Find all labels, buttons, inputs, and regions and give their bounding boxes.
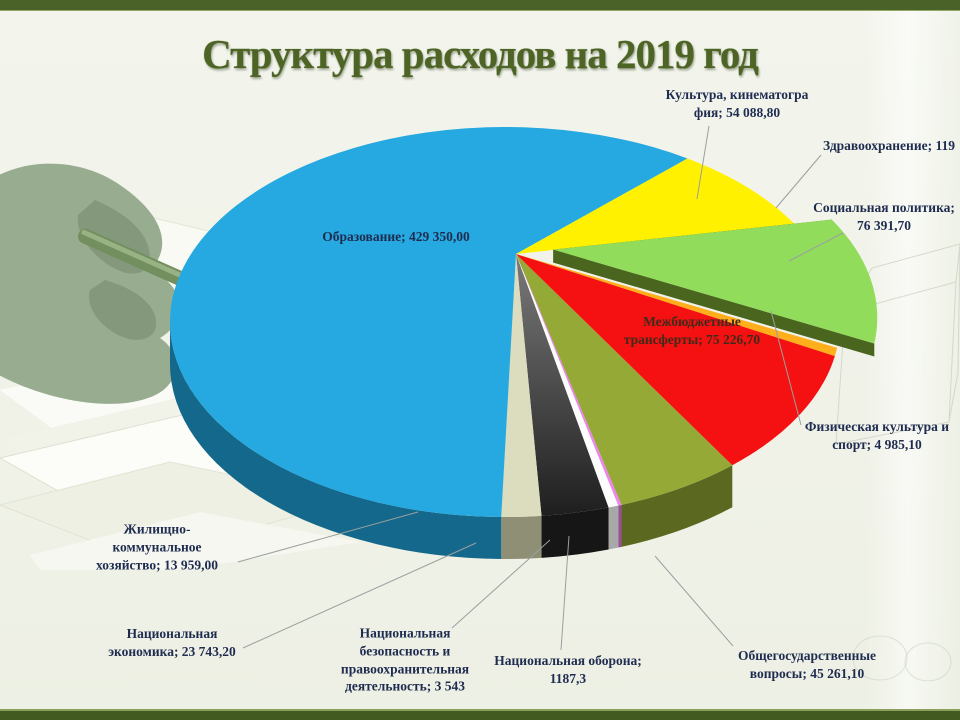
leader-line [770,310,802,426]
slice-label: Национальная оборона; 1187,3 [494,653,642,686]
watermark-circle [904,642,952,682]
leader-line [788,232,844,262]
pie-slice [516,158,795,254]
leader-line [654,555,734,647]
leader-line [237,511,419,563]
pie-slice-side [618,504,622,548]
leader-line [696,125,710,200]
top-bar [0,0,960,11]
watermark-circle [852,635,908,681]
slice-label: Национальная экономика; 23 743,20 [108,626,236,659]
leader-line [775,154,822,209]
background-highlight-band [865,0,960,720]
leader-line [451,539,551,629]
slice-label: Социальная политика; 76 391,70 [813,200,955,233]
slice-label: Здравоохранение; 119 [823,138,955,154]
slice-label: Образование; 429 350,00 [322,229,470,245]
pie-slice [516,254,609,516]
slice-label: Межбюджетные трансферты; 75 226,70 [623,314,761,347]
pie-slice-radial-wall [553,249,875,357]
pie-slice-side [501,515,542,559]
bottom-bar [0,709,960,720]
pie-slice [516,254,733,505]
slice-label: Жилищно-коммунальное хозяйство; 13 959,00 [96,521,218,572]
slice-label: Культура, кинематогра фия; 54 088,80 [665,87,809,120]
pie-slice [501,254,542,517]
pie-slice [516,254,838,357]
pie-slice-side [608,505,619,550]
leader-line [242,542,477,649]
pie-slice-side [170,322,502,559]
pie-slice [516,254,835,466]
slice-label: Физическая культура и спорт; 4 985,10 [804,419,950,452]
pie-slice [516,254,619,508]
hand-silhouette [0,163,180,404]
pie-slice-side [621,465,733,547]
pie-slice [169,126,688,517]
pie-slice [553,219,878,344]
leader-line [560,535,570,651]
slice-label: Национальная безопасность и правоохранител… [340,625,470,694]
page-title: Структура расходов на 2019 год [202,31,759,77]
slice-label: Общегосударственные вопросы; 45 261,10 [738,648,876,681]
pie-slice-side [541,507,609,558]
pie-slice [516,254,622,506]
